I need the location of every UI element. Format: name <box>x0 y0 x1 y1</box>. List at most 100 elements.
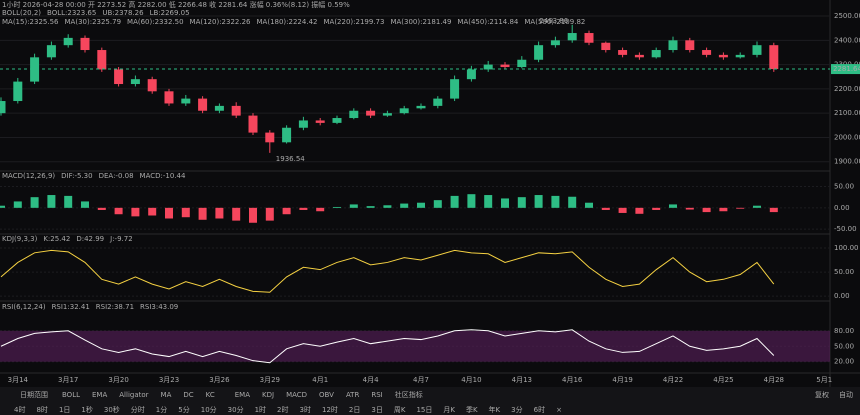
indicator-button[interactable]: ATR <box>346 391 360 399</box>
indicator-button[interactable]: RSI <box>371 391 382 399</box>
y-tick-label: -50.00 <box>834 225 857 233</box>
interval-button[interactable]: 3分 <box>511 405 522 414</box>
y-tick-label: 1900.00 <box>834 158 860 166</box>
indicator-button[interactable]: 社区指标 <box>395 390 423 399</box>
candle-body <box>584 33 594 43</box>
candle-body <box>248 115 258 133</box>
candle-body <box>164 91 174 104</box>
interval-button[interactable]: 周K <box>394 406 406 414</box>
x-tick-label: 4月13 <box>512 376 532 384</box>
candle-body <box>46 45 56 58</box>
interval-button[interactable]: 15日 <box>416 406 432 414</box>
indicator-button[interactable]: Alligator <box>119 391 148 399</box>
toolbar <box>0 387 860 415</box>
legend-item: RSI(6,12,24) <box>2 303 46 311</box>
interval-button[interactable]: 30分 <box>228 405 244 414</box>
legend-item: KDJ(9,3,3) <box>2 235 38 243</box>
candle-body <box>147 79 157 92</box>
toolbar-option[interactable]: 复权 <box>815 390 829 399</box>
macd-bar <box>64 195 73 208</box>
candle-body <box>80 37 90 51</box>
legend-item: MACD:-10.44 <box>140 172 186 180</box>
indicator-button[interactable]: DC <box>183 391 193 399</box>
candle-body <box>769 45 779 70</box>
y-tick-label: 2400.00 <box>834 36 860 44</box>
indicator-button[interactable]: BOLL <box>62 391 80 399</box>
interval-button[interactable]: 月K <box>443 406 455 414</box>
candle-body <box>534 45 544 60</box>
macd-bar <box>13 201 22 208</box>
legend-item: MA(450):2114.84 <box>457 18 519 26</box>
interval-button[interactable]: 6时 <box>534 405 545 414</box>
legend-item: MA(300):2181.49 <box>390 18 451 26</box>
legend-item: D:42.99 <box>76 235 104 243</box>
macd-bar <box>702 207 711 213</box>
x-tick-label: 4月7 <box>413 376 429 384</box>
indicator-button[interactable]: MACD <box>286 391 307 399</box>
macd-bar <box>400 203 409 208</box>
legend-item: DIF:-5.30 <box>61 172 92 180</box>
interval-button[interactable]: 30秒 <box>104 405 120 414</box>
indicator-button[interactable]: KDJ <box>262 391 274 399</box>
x-tick-label: 4月25 <box>713 376 733 384</box>
interval-button[interactable]: × <box>556 406 562 414</box>
macd-bar <box>484 195 493 208</box>
candle-body <box>97 50 107 70</box>
toolbar-tab[interactable]: 日期范围 <box>20 390 48 399</box>
interval-button[interactable]: 分时 <box>131 405 145 414</box>
candle-body <box>702 50 712 55</box>
legend-item: RSI3:43.09 <box>140 303 178 311</box>
indicator-button[interactable]: KC <box>206 391 215 399</box>
candle-body <box>231 105 241 116</box>
y-tick-label: 80.00 <box>834 327 854 335</box>
interval-button[interactable]: 2时 <box>277 405 288 414</box>
last-price-label: 2281.64 <box>833 65 860 73</box>
legend-item: MA(500):2109.82 <box>524 18 585 26</box>
candle-body <box>13 81 23 102</box>
indicator-button[interactable]: EMA <box>92 391 107 399</box>
macd-bar <box>534 195 543 208</box>
interval-button[interactable]: 8时 <box>36 405 47 414</box>
interval-button[interactable]: 12时 <box>322 405 338 414</box>
macd-bar <box>198 207 207 220</box>
interval-button[interactable]: 1时 <box>255 405 266 414</box>
macd-bar <box>215 207 224 219</box>
macd-bar <box>232 207 241 221</box>
candle-body <box>718 54 728 58</box>
interval-button[interactable]: 4时 <box>14 405 25 414</box>
interval-button[interactable]: 季K <box>466 405 478 414</box>
macd-bar <box>618 207 627 213</box>
chart-header: 1小时 2026-04-28 00:00 开 2273.52 高 2282.00… <box>2 0 350 9</box>
interval-button[interactable]: 2日 <box>349 406 360 414</box>
indicator-button[interactable]: MA <box>161 391 172 399</box>
indicator-button[interactable]: OBV <box>319 391 334 399</box>
candle-body <box>214 105 224 111</box>
interval-button[interactable]: 3日 <box>371 406 382 414</box>
indicator-button[interactable]: EMA <box>235 391 250 399</box>
macd-bar <box>366 206 375 208</box>
candle-body <box>668 40 678 51</box>
candle-body <box>315 120 325 123</box>
x-tick-label: 4月19 <box>612 376 632 384</box>
macd-bar <box>417 202 425 208</box>
candle-body <box>601 42 611 51</box>
interval-button[interactable]: 10分 <box>201 405 217 414</box>
candle-body <box>752 45 762 55</box>
interval-button[interactable]: 1秒 <box>81 405 92 414</box>
interval-button[interactable]: 1分 <box>156 405 167 414</box>
candle-body <box>282 127 292 143</box>
macd-bar <box>349 204 358 208</box>
candle-body <box>0 101 6 114</box>
candle-body <box>634 54 644 58</box>
x-tick-label: 4月10 <box>461 376 481 384</box>
interval-button[interactable]: 年K <box>489 405 501 414</box>
interval-button[interactable]: 3时 <box>300 405 311 414</box>
legend-item: RSI1:32.41 <box>52 303 90 311</box>
interval-button[interactable]: 5分 <box>178 405 189 414</box>
interval-button[interactable]: 1日 <box>59 406 70 414</box>
macd-bar <box>601 207 610 210</box>
legend-item: LB:2269.05 <box>150 9 190 17</box>
toolbar-option[interactable]: 自动 <box>839 390 853 399</box>
y-tick-label: 50.00 <box>834 183 854 191</box>
